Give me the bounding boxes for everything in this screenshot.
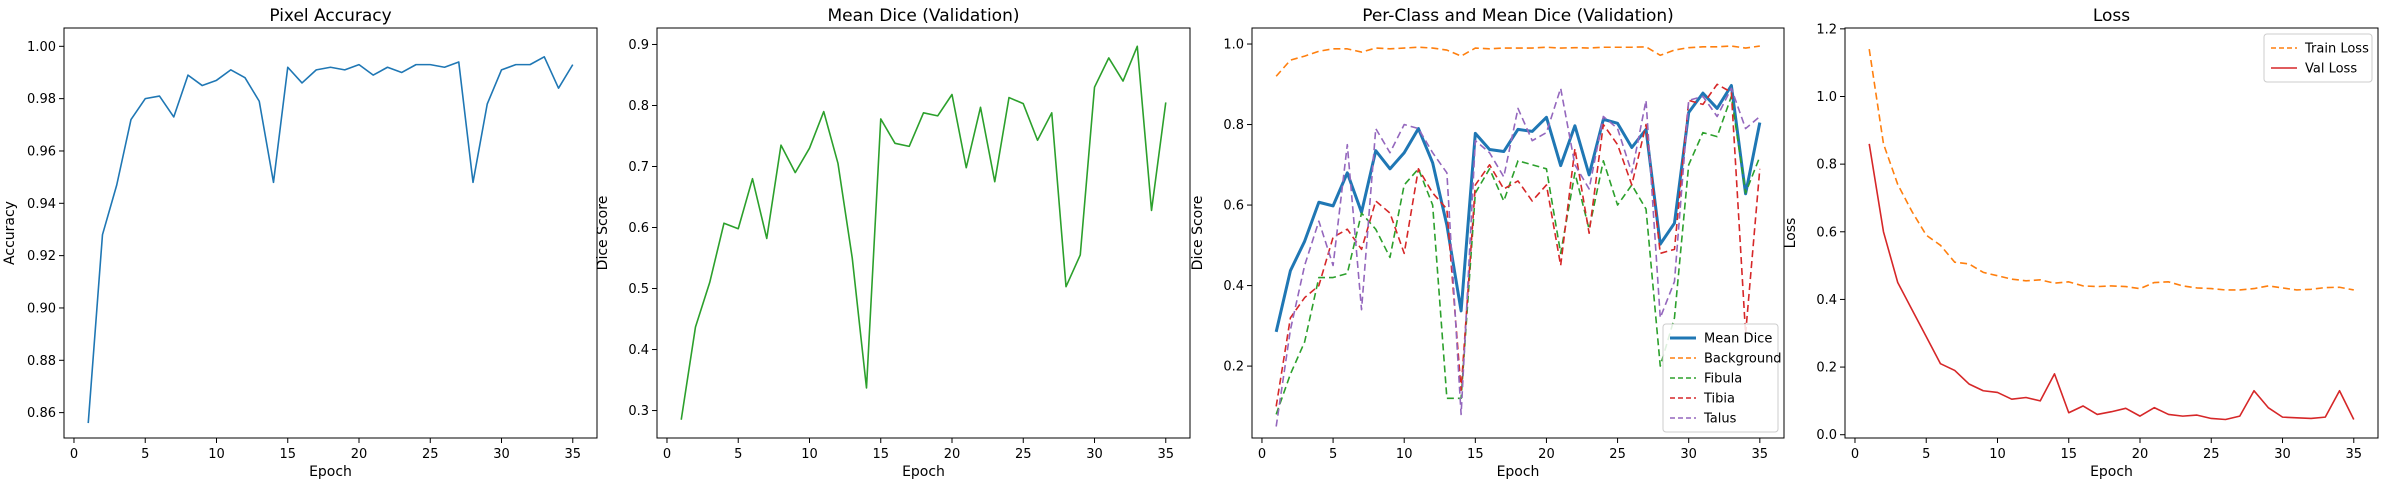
y-tick-label: 0.6 — [628, 221, 649, 236]
series-line — [1275, 45, 1760, 77]
y-tick-label: 0.9 — [628, 38, 649, 53]
x-tick-label: 5 — [1922, 447, 1930, 462]
x-tick-label: 35 — [1157, 447, 1174, 462]
x-axis-label: Epoch — [902, 464, 945, 480]
x-axis-label: Epoch — [309, 464, 352, 480]
legend-label: Mean Dice — [1704, 332, 1772, 347]
y-tick-label: 0.88 — [27, 354, 56, 369]
legend-label: Val Loss — [2305, 62, 2357, 77]
x-tick-label: 0 — [1851, 447, 1859, 462]
axes-frame — [1844, 27, 2379, 439]
y-tick-label: 0.8 — [628, 99, 649, 114]
chart-title: Mean Dice (Validation) — [828, 6, 1020, 26]
legend-label: Talus — [1703, 412, 1737, 427]
x-tick-label: 35 — [1752, 447, 1769, 462]
x-tick-label: 5 — [141, 447, 149, 462]
legend-box — [2263, 33, 2373, 83]
x-tick-label: 30 — [1680, 447, 1697, 462]
y-tick-label: 0.2 — [1816, 361, 1837, 376]
x-tick-label: 30 — [2274, 447, 2291, 462]
series-line — [680, 45, 1167, 420]
axes-frame — [63, 27, 598, 439]
y-axis-label: Dice Score — [595, 196, 611, 271]
y-tick-label: 0.8 — [1816, 158, 1837, 173]
x-tick-label: 10 — [1989, 447, 2006, 462]
y-axis-label: Loss — [1783, 218, 1799, 249]
x-tick-label: 35 — [2345, 447, 2362, 462]
x-tick-label: 15 — [279, 447, 296, 462]
series-line — [1275, 87, 1761, 427]
y-tick-label: 0.3 — [628, 404, 649, 419]
x-tick-label: 35 — [564, 447, 581, 462]
x-tick-label: 25 — [2203, 447, 2220, 462]
legend-label: Tibia — [1703, 392, 1735, 407]
x-tick-label: 25 — [1015, 447, 1032, 462]
x-tick-label: 20 — [351, 447, 368, 462]
subplot-per-class-dice: Per-Class and Mean Dice (Validation) 0 5 10… — [1190, 6, 1785, 480]
axes-frame — [1251, 27, 1785, 439]
chart-title: Pixel Accuracy — [269, 6, 391, 26]
y-tick-label: 0.8 — [1223, 118, 1244, 133]
series-line — [1275, 83, 1761, 407]
x-axis-label: Epoch — [1497, 464, 1540, 480]
x-tick-label: 5 — [1329, 447, 1337, 462]
y-tick-label: 0.6 — [1816, 225, 1837, 240]
y-tick-label: 0.86 — [27, 406, 56, 421]
x-tick-label: 20 — [2132, 447, 2149, 462]
x-axis-label: Epoch — [2090, 464, 2133, 480]
y-tick-label: 0.4 — [1816, 293, 1837, 308]
y-tick-label: 0.0 — [1816, 428, 1837, 443]
y-tick-label: 0.92 — [27, 249, 56, 264]
x-tick-label: 0 — [1258, 447, 1266, 462]
x-tick-label: 10 — [208, 447, 225, 462]
subplot-mean-dice: Mean Dice (Validation) 0 5 10 15 20 25 30 35 0.3 0… — [595, 6, 1191, 480]
legend-label: Background — [1704, 352, 1782, 367]
series-line — [1868, 49, 2354, 291]
x-tick-label: 15 — [2060, 447, 2077, 462]
y-tick-label: 0.6 — [1223, 199, 1244, 214]
x-tick-label: 30 — [1086, 447, 1103, 462]
legend-label: Train Loss — [2304, 42, 2369, 57]
x-tick-label: 5 — [734, 447, 742, 462]
y-tick-label: 0.98 — [27, 92, 56, 107]
y-tick-label: 0.4 — [628, 343, 649, 358]
series-line — [1275, 95, 1761, 415]
x-tick-label: 0 — [70, 447, 78, 462]
y-tick-label: 1.0 — [1223, 38, 1244, 53]
x-tick-label: 20 — [944, 447, 961, 462]
y-axis-label: Accuracy — [2, 201, 18, 265]
x-tick-label: 0 — [663, 447, 671, 462]
chart-title: Loss — [2093, 6, 2130, 26]
x-tick-label: 30 — [493, 447, 510, 462]
x-tick-label: 10 — [801, 447, 818, 462]
y-tick-label: 0.4 — [1223, 279, 1244, 294]
legend-box — [1662, 323, 1779, 433]
x-tick-label: 20 — [1538, 447, 1555, 462]
y-tick-label: 0.2 — [1223, 360, 1244, 375]
y-tick-label: 0.94 — [27, 197, 56, 212]
x-tick-label: 15 — [872, 447, 889, 462]
y-tick-label: 1.0 — [1816, 90, 1837, 105]
x-tick-label: 25 — [1609, 447, 1626, 462]
y-tick-label: 0.90 — [27, 301, 56, 316]
subplot-loss: Loss 0 5 10 15 20 25 30 35 0.0 0.2 0.4 0.6 0.8 1.0 1.2 E… — [1783, 6, 2379, 480]
x-tick-label: 25 — [422, 447, 439, 462]
axes-frame — [656, 27, 1191, 439]
y-axis-label: Dice Score — [1190, 196, 1206, 271]
subplot-pixel-accuracy: Pixel Accuracy 0 5 10 15 20 25 30 35 0.86 0.88 0.90… — [2, 6, 598, 480]
y-tick-label: 1.2 — [1816, 22, 1837, 37]
x-tick-label: 10 — [1396, 447, 1413, 462]
y-tick-label: 1.00 — [27, 40, 56, 55]
legend-label: Fibula — [1704, 372, 1742, 387]
chart-title: Per-Class and Mean Dice (Validation) — [1362, 6, 1674, 26]
y-tick-label: 0.96 — [27, 144, 56, 159]
y-tick-label: 0.5 — [628, 282, 649, 297]
series-line — [87, 55, 574, 424]
x-tick-label: 15 — [1467, 447, 1484, 462]
series-line — [1274, 83, 1762, 333]
series-line — [1868, 143, 2355, 421]
y-tick-label: 0.7 — [628, 160, 649, 175]
